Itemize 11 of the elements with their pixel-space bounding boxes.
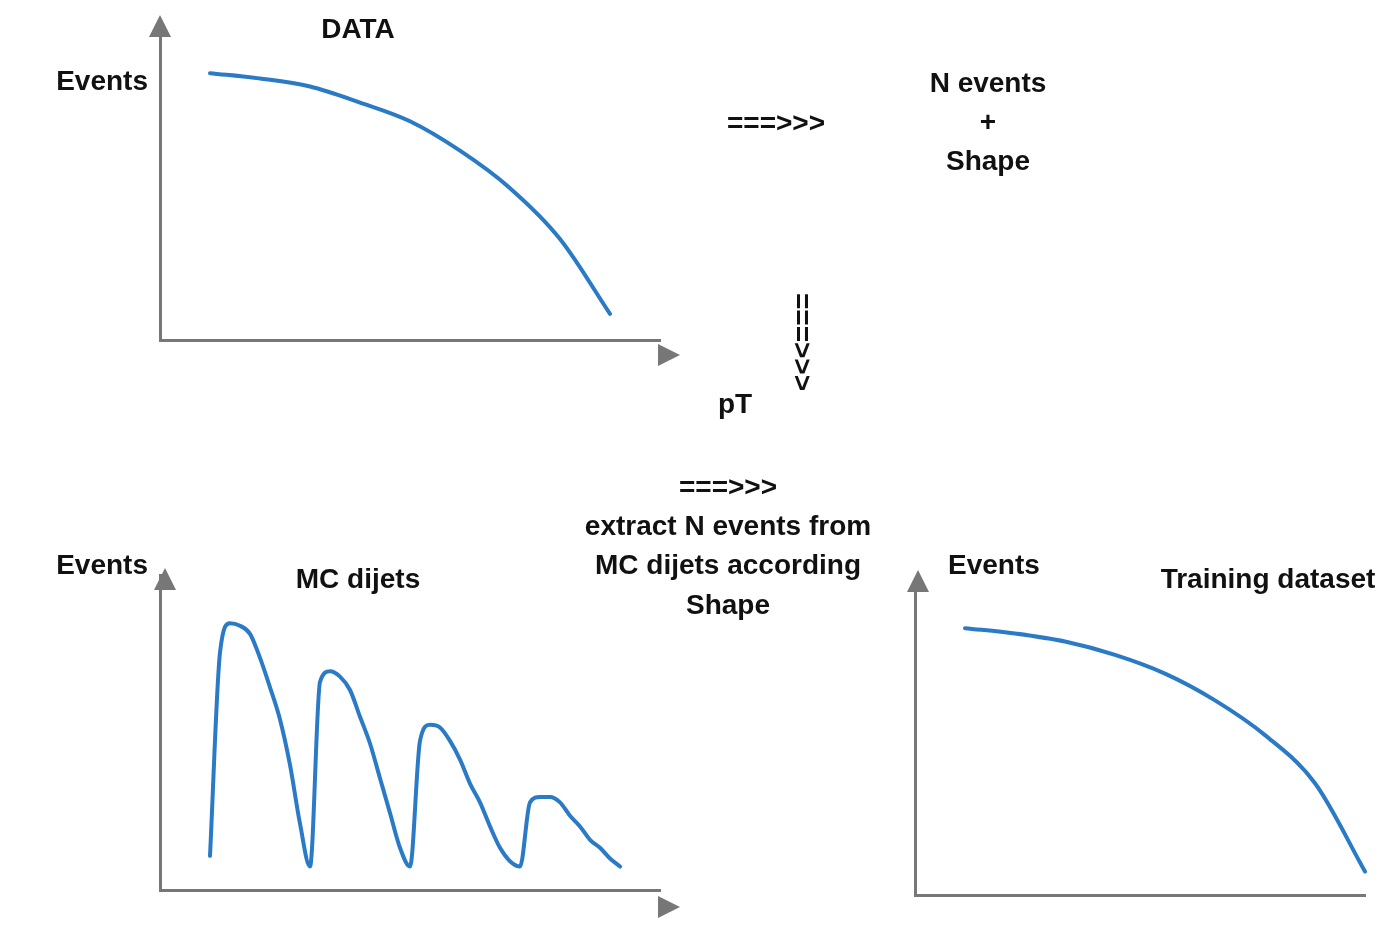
text: N events + Shape <box>929 66 1047 179</box>
y-axis-title: Events <box>56 64 148 96</box>
x-axis-title: pT <box>717 387 753 419</box>
text: ===>>> <box>726 106 826 141</box>
text: ===>>> extract N events from MC dijets according Shape <box>584 469 872 622</box>
y-axis-title: Events <box>948 548 1040 580</box>
chart-title: DATA <box>321 12 395 44</box>
chart-title: MC dijets <box>295 562 421 594</box>
y-axis-title: Events <box>56 548 148 580</box>
chart-title: Training dataset <box>1160 562 1376 594</box>
text: ===>>> <box>785 292 819 392</box>
